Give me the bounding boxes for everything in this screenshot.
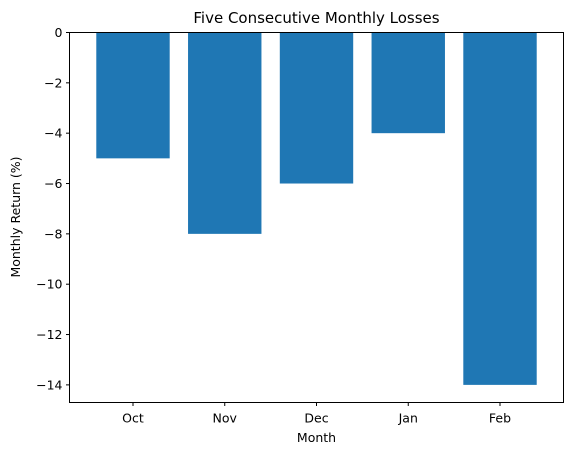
x-tick-label-feb: Feb	[489, 411, 511, 426]
bars-group	[96, 32, 537, 385]
y-tick-label: −10	[36, 277, 62, 292]
plot-frame	[69, 32, 564, 403]
y-tick-label: 0	[55, 25, 63, 40]
chart-title: Five Consecutive Monthly Losses	[193, 9, 439, 27]
bar-feb	[463, 32, 537, 385]
y-tick-label: −14	[36, 377, 62, 392]
y-tick-label: −2	[44, 75, 62, 90]
bar-jan	[371, 32, 445, 134]
y-axis-ticks: 0 −2 −4 −6 −8 −10 −12 −14	[36, 25, 70, 392]
x-axis-label: Month	[297, 430, 336, 445]
x-tick-label-oct: Oct	[122, 411, 144, 426]
bar-oct	[96, 32, 170, 159]
y-axis-label: Monthly Return (%)	[8, 156, 23, 277]
y-tick-label: −8	[44, 226, 62, 241]
bar-nov	[188, 32, 262, 234]
y-tick-label: −12	[36, 327, 62, 342]
y-tick-label: −4	[44, 126, 62, 141]
x-tick-label-dec: Dec	[304, 411, 328, 426]
y-tick-label: −6	[44, 176, 62, 191]
x-axis-ticks: Oct Nov Dec Jan Feb	[122, 402, 511, 426]
bar-dec	[279, 32, 354, 184]
x-tick-label-jan: Jan	[398, 411, 418, 426]
x-tick-label-nov: Nov	[213, 411, 238, 426]
